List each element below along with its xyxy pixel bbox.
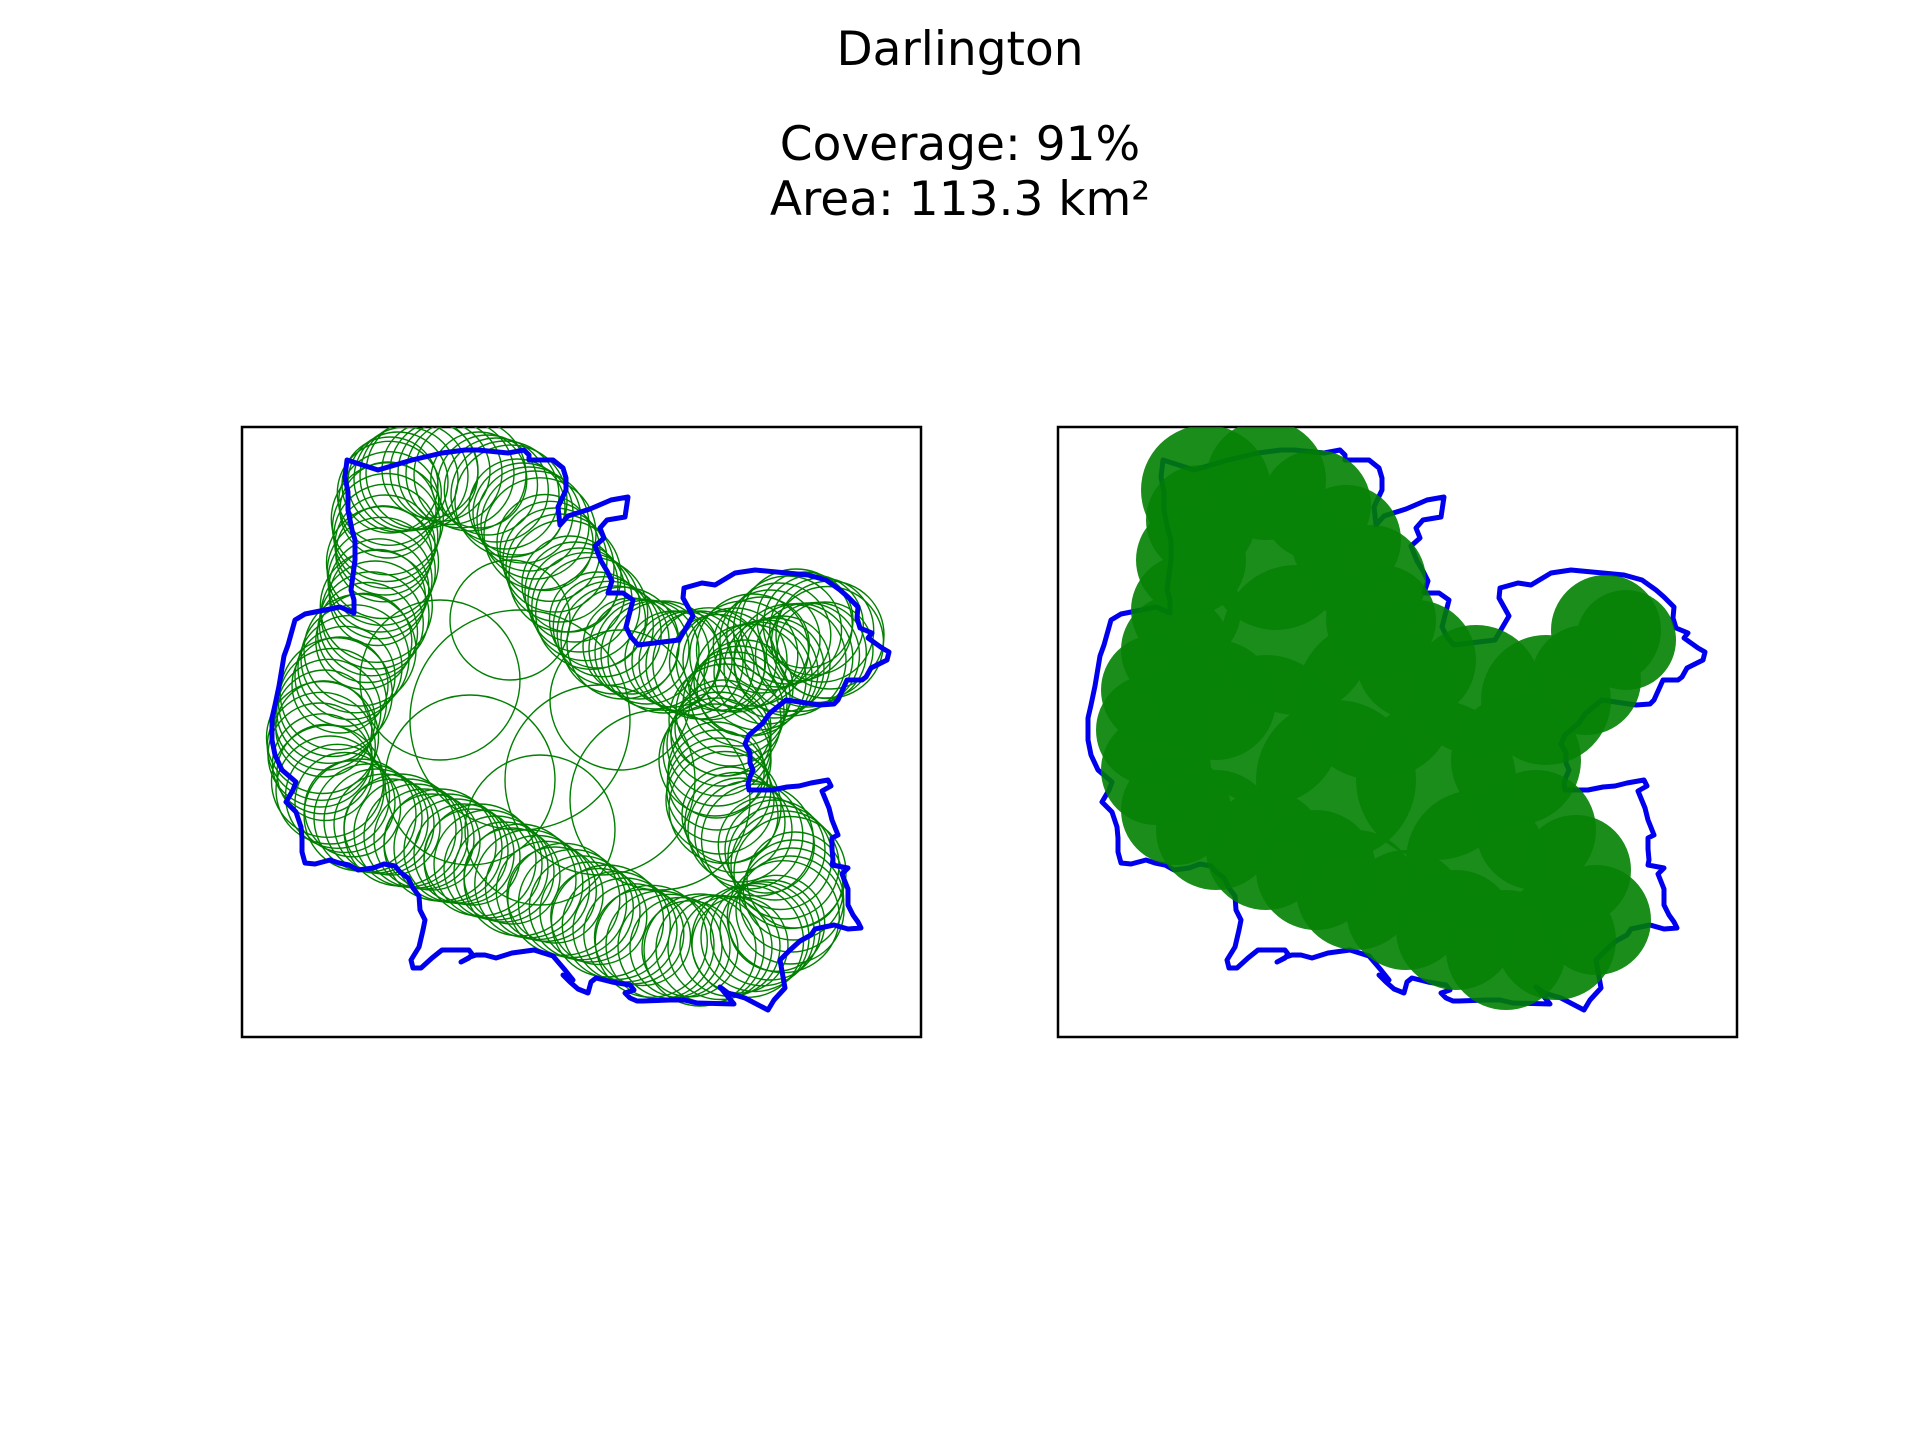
coverage-circle (443, 437, 549, 543)
left-map-panel (240, 425, 923, 1039)
coverage-circle (1531, 625, 1641, 735)
coverage-circle (726, 582, 832, 688)
coverage-circle (600, 600, 710, 710)
coverage-circle (397, 427, 503, 526)
coverage-circle (463, 827, 561, 925)
coverage-circle (303, 760, 402, 858)
coverage-circle (719, 589, 821, 691)
coverage-circle (430, 431, 528, 529)
coverage-circle (373, 788, 475, 890)
coverage-circle (658, 703, 772, 817)
coverage-circle (468, 458, 566, 556)
right-coverage-circles (1096, 427, 1676, 1010)
coverage-circle (506, 846, 604, 944)
coverage-circle (413, 803, 515, 905)
coverage-circle (359, 427, 469, 531)
right-map-panel (1056, 425, 1739, 1039)
coverage-circle (291, 636, 389, 734)
coverage-circle (713, 619, 819, 725)
coverage-circle (723, 617, 825, 719)
coverage-circle (393, 793, 503, 903)
coverage-circle (383, 793, 481, 891)
map-title: Darlington (836, 22, 1084, 77)
coverage-circle (521, 535, 619, 633)
coverage-circle (754, 602, 861, 708)
coverage-circle (643, 893, 757, 1007)
coverage-circle (550, 867, 648, 966)
coverage-circle (330, 462, 444, 576)
coverage-circle (316, 581, 419, 684)
coverage-circle (343, 778, 441, 876)
coverage-circle (336, 440, 442, 546)
coverage-circle (668, 750, 782, 865)
coverage-circle (681, 766, 779, 864)
coverage-circle (549, 629, 691, 771)
coverage-circle (728, 874, 826, 972)
coverage-label: Coverage: 91% (779, 117, 1141, 172)
coverage-circle (588, 598, 690, 700)
coverage-circle (733, 615, 831, 713)
coverage-circle (353, 778, 463, 888)
coverage-circle (315, 592, 413, 690)
coverage-circle (270, 724, 385, 838)
coverage-circle (454, 444, 568, 558)
coverage-circle (1406, 790, 1546, 930)
coverage-circle (607, 600, 721, 714)
coverage-circle (569, 709, 751, 891)
coverage-circle (436, 434, 539, 536)
coverage-circle (284, 743, 391, 849)
coverage-circle (359, 599, 521, 761)
coverage-circle (403, 798, 509, 904)
coverage-circle (450, 440, 560, 550)
coverage-circle (776, 601, 874, 699)
coverage-circle (353, 427, 459, 532)
coverage-circle (724, 799, 826, 901)
coverage-circle (593, 888, 692, 987)
area-label: Area: 113.3 km² (769, 172, 1151, 227)
coverage-circle (276, 723, 374, 822)
coverage-circle (535, 556, 649, 670)
coverage-circle (1156, 640, 1276, 760)
coverage-circle (275, 735, 385, 845)
coverage-circle (735, 855, 845, 965)
coverage-circle (318, 571, 424, 677)
coverage-circle (732, 575, 843, 685)
coverage-circle (294, 751, 396, 854)
coverage-circle (423, 808, 521, 906)
coverage-circle (594, 599, 700, 705)
coverage-circle (464, 754, 616, 906)
coverage-circle (689, 600, 799, 710)
coverage-circle (384, 694, 556, 866)
coverage-circle (338, 451, 440, 553)
left-boundary-outline (269, 447, 892, 1013)
coverage-circle (449, 559, 571, 681)
coverage-circle (313, 763, 423, 873)
